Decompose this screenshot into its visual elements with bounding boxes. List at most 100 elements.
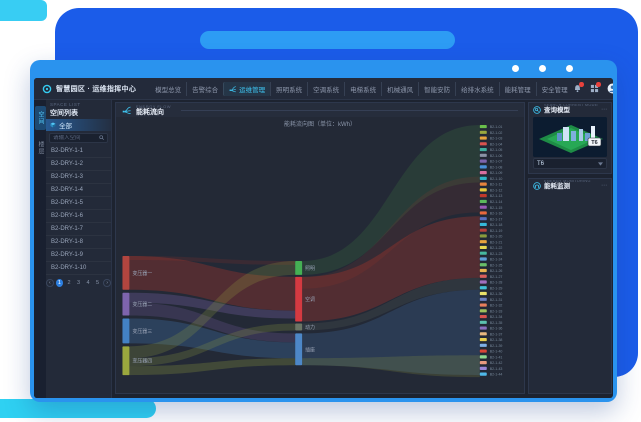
window-dot[interactable] bbox=[512, 65, 519, 72]
nav-item-2[interactable]: 告警综合 bbox=[186, 81, 223, 96]
window-dot[interactable] bbox=[539, 65, 546, 72]
sankey-right-node-15 bbox=[479, 205, 487, 209]
sankey-right-label-6: B2-1-06 bbox=[490, 154, 503, 158]
space-list-item-8[interactable]: B2-DRY-1-8 bbox=[46, 236, 111, 249]
sankey-mid-label-2: 空调 bbox=[305, 296, 315, 303]
sankey-right-label-40: B2-1-40 bbox=[490, 350, 503, 354]
sankey-right-label-14: B2-1-14 bbox=[490, 200, 503, 204]
page-prev[interactable]: ‹ bbox=[46, 279, 54, 287]
decor-blue-bar bbox=[200, 31, 455, 49]
select-all-label: 全部 bbox=[59, 123, 72, 130]
sankey-link-4 bbox=[129, 302, 296, 343]
nav-item-7[interactable]: 机械通风 bbox=[381, 81, 418, 96]
sankey-link-2 bbox=[129, 256, 296, 265]
space-list-item-5[interactable]: B2-DRY-1-5 bbox=[46, 197, 111, 210]
circle-search-icon bbox=[533, 105, 541, 114]
sankey-right-label-27: B2-1-27 bbox=[490, 275, 503, 279]
model-select[interactable]: T6 bbox=[533, 158, 607, 169]
sankey-right-label-28: B2-1-28 bbox=[490, 281, 503, 285]
space-search-input[interactable] bbox=[53, 135, 97, 141]
sankey-right-node-3 bbox=[479, 136, 487, 140]
sankey-right-node-26 bbox=[479, 268, 487, 273]
sankey-right-label-8: B2-1-08 bbox=[490, 165, 503, 169]
page-4[interactable]: 4 bbox=[86, 280, 90, 286]
sankey-right-node-32 bbox=[479, 303, 487, 307]
sankey-right-label-3: B2-1-03 bbox=[490, 137, 503, 141]
space-list-item-4[interactable]: B2-DRY-1-4 bbox=[46, 184, 111, 197]
sankey-right-node-37 bbox=[479, 332, 487, 336]
sankey-right-node-43 bbox=[479, 366, 487, 370]
sankey-right-node-33 bbox=[479, 309, 487, 313]
model-more-button[interactable]: ⋯ bbox=[601, 107, 607, 113]
page-1[interactable]: 1 bbox=[55, 279, 64, 287]
space-list-item-10[interactable]: B2-DRY-1-10 bbox=[46, 262, 111, 275]
page-5[interactable]: 5 bbox=[96, 280, 100, 286]
sankey-right-label-43: B2-1-43 bbox=[490, 367, 503, 371]
sankey-chart: 能耗流向图（单位：kWh） 变压器一 变压器二 变压器三 变压器四 照明 空调 动力 插座 B2… bbox=[116, 117, 524, 393]
apps-icon[interactable] bbox=[590, 82, 601, 93]
left-rail: 空间 楼层 bbox=[34, 100, 46, 398]
sankey-right-node-21 bbox=[479, 240, 487, 244]
sankey-link-7 bbox=[129, 323, 296, 367]
main-panel: ENERGY FLOW 能耗流向 能耗流向图（单位：kWh） 变压器一 变压器二变… bbox=[115, 102, 525, 394]
nav-item-3[interactable]: 运维管理 bbox=[223, 81, 271, 96]
space-list-item-9[interactable]: B2-DRY-1-9 bbox=[46, 249, 111, 262]
space-panel: SPACE LIST 空间列表 全部 B2-DRY-1-1B2-DRY-1-2B… bbox=[46, 100, 112, 398]
nav-item-11[interactable]: 安全管理 bbox=[535, 81, 573, 96]
page-2[interactable]: 2 bbox=[67, 280, 71, 286]
space-list-item-7[interactable]: B2-DRY-1-7 bbox=[46, 223, 111, 236]
window-dot[interactable] bbox=[566, 65, 573, 72]
main-panel-header: ENERGY FLOW 能耗流向 bbox=[116, 103, 524, 117]
decor-cyan-bottom-bar bbox=[0, 399, 156, 418]
nav-item-6[interactable]: 电梯系统 bbox=[344, 81, 381, 96]
space-list-item-6[interactable]: B2-DRY-1-6 bbox=[46, 210, 111, 223]
page-3[interactable]: 3 bbox=[76, 280, 81, 286]
model-panel: SEARCH CURRENT MODEL 查询模型 ⋯ bbox=[528, 102, 612, 174]
space-list-item-3[interactable]: B2-DRY-1-3 bbox=[46, 171, 111, 184]
sankey-right-node-7 bbox=[479, 159, 487, 163]
sankey-right-node-25 bbox=[479, 263, 487, 267]
rail-tab-1[interactable]: 空间 bbox=[35, 106, 46, 130]
rail-tab-2[interactable]: 楼层 bbox=[37, 141, 43, 155]
nav-item-4[interactable]: 照明系统 bbox=[270, 81, 307, 96]
user-avatar[interactable] bbox=[607, 83, 613, 94]
sankey-right-label-26: B2-1-26 bbox=[490, 269, 503, 273]
sankey-left-node-3 bbox=[122, 318, 130, 344]
monitor-more-button[interactable]: ⋯ bbox=[601, 183, 607, 189]
sankey-right-label-19: B2-1-19 bbox=[490, 229, 503, 233]
sankey-right-label-16: B2-1-16 bbox=[490, 212, 503, 216]
space-list-item-1[interactable]: B2-DRY-1-1 bbox=[46, 145, 111, 158]
sankey-right-label-10: B2-1-10 bbox=[490, 177, 503, 181]
select-all-row[interactable]: 全部 bbox=[46, 119, 111, 131]
search-icon[interactable] bbox=[98, 135, 105, 141]
chart-title: 能耗流向图（单位：kWh） bbox=[283, 122, 356, 128]
sankey-mid-label-4: 插座 bbox=[305, 346, 315, 353]
sankey-right-label-39: B2-1-39 bbox=[490, 344, 503, 348]
nav-icons bbox=[573, 82, 613, 94]
sankey-right-label-38: B2-1-38 bbox=[490, 338, 503, 342]
sankey-right-label-11: B2-1-11 bbox=[490, 183, 502, 187]
sankey-link-1 bbox=[129, 256, 296, 311]
page-next[interactable]: › bbox=[103, 279, 111, 287]
nav-item-5[interactable]: 空调系统 bbox=[307, 81, 344, 96]
space-panel-header: SPACE LIST 空间列表 bbox=[46, 100, 111, 119]
nav-item-8[interactable]: 智能安防 bbox=[418, 81, 455, 96]
nav-item-10[interactable]: 能耗管理 bbox=[498, 81, 536, 96]
sankey-right-label-29: B2-1-29 bbox=[490, 286, 503, 290]
nav-item-1[interactable]: 模型总览 bbox=[155, 86, 182, 94]
monitor-icon bbox=[533, 181, 541, 190]
sankey-right-label-23: B2-1-23 bbox=[490, 252, 503, 256]
sankey-right-label-4: B2-1-04 bbox=[490, 142, 503, 146]
sankey-right-node-35 bbox=[479, 320, 487, 324]
nav-item-9[interactable]: 给排水系统 bbox=[455, 81, 499, 96]
sankey-right-node-42 bbox=[479, 361, 487, 365]
sankey-right-node-8 bbox=[479, 165, 487, 169]
sankey-mid-node-2 bbox=[295, 276, 303, 322]
space-list-item-2[interactable]: B2-DRY-1-2 bbox=[46, 158, 111, 171]
notification-bell-icon[interactable] bbox=[573, 82, 584, 93]
space-search-box bbox=[49, 133, 108, 143]
model-viewport[interactable]: T6 bbox=[533, 117, 607, 157]
sankey-right-node-34 bbox=[479, 314, 487, 319]
